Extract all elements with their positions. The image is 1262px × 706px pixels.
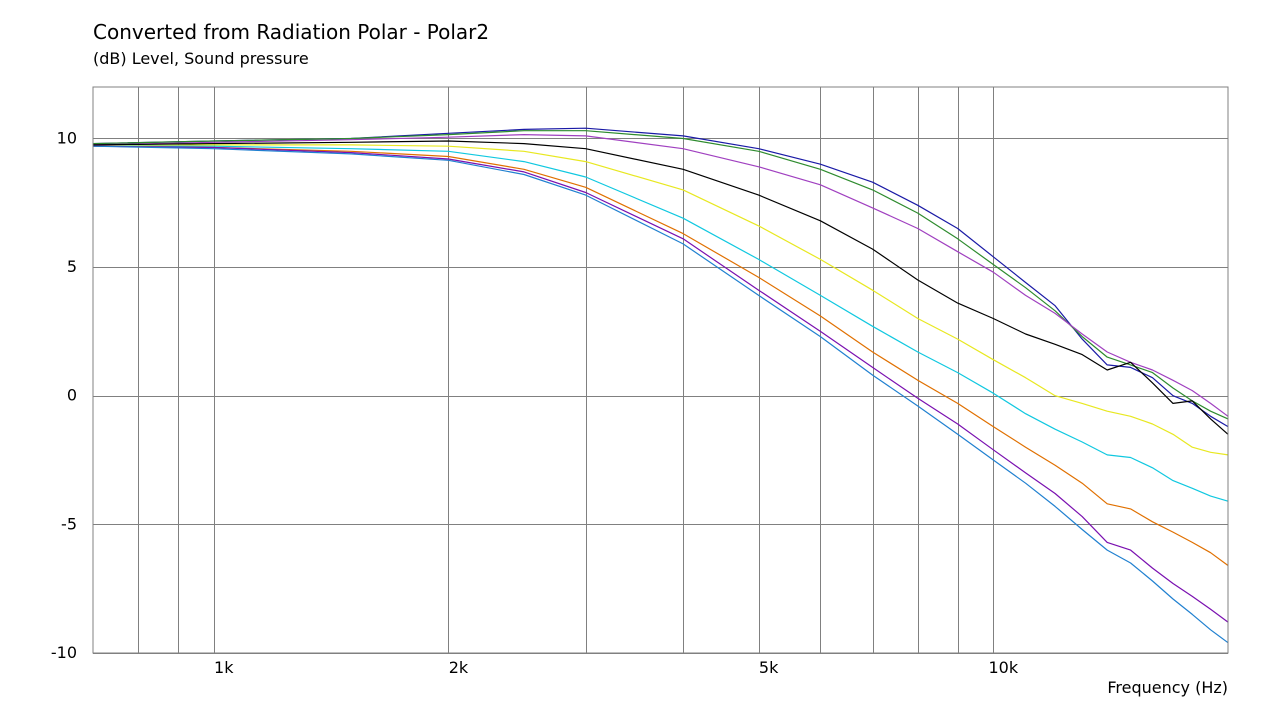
series-line-3 (92, 134, 1229, 417)
y-axis-label: (dB) Level, Sound pressure (93, 49, 309, 68)
series-line-1 (92, 127, 1229, 428)
y-tick-label: 0 (67, 386, 77, 405)
x-tick-label: 5k (759, 658, 779, 677)
series-group (92, 127, 1229, 644)
plot-frame (92, 86, 1229, 654)
series-line-2 (92, 130, 1229, 420)
series-line-9 (92, 145, 1229, 644)
y-tick-label: -5 (61, 514, 77, 533)
y-tick-label: 10 (57, 128, 77, 147)
chart-title: Converted from Radiation Polar - Polar2 (93, 20, 490, 44)
y-tick-label: -10 (51, 643, 77, 662)
series-line-7 (92, 145, 1229, 566)
grid (93, 87, 1228, 654)
x-tick-label: 1k (214, 658, 234, 677)
tick-labels: 1k 2k 5k 10k 10 5 0 -5 -10 (51, 128, 1019, 677)
series-line-5 (92, 144, 1229, 456)
x-axis-label: Frequency (Hz) (1107, 678, 1228, 697)
x-tick-label: 2k (449, 658, 469, 677)
series-line-8 (92, 145, 1229, 623)
series-line-4 (92, 140, 1229, 435)
y-tick-label: 5 (67, 257, 77, 276)
series-line-6 (93, 145, 1229, 502)
x-tick-label: 10k (989, 658, 1019, 677)
